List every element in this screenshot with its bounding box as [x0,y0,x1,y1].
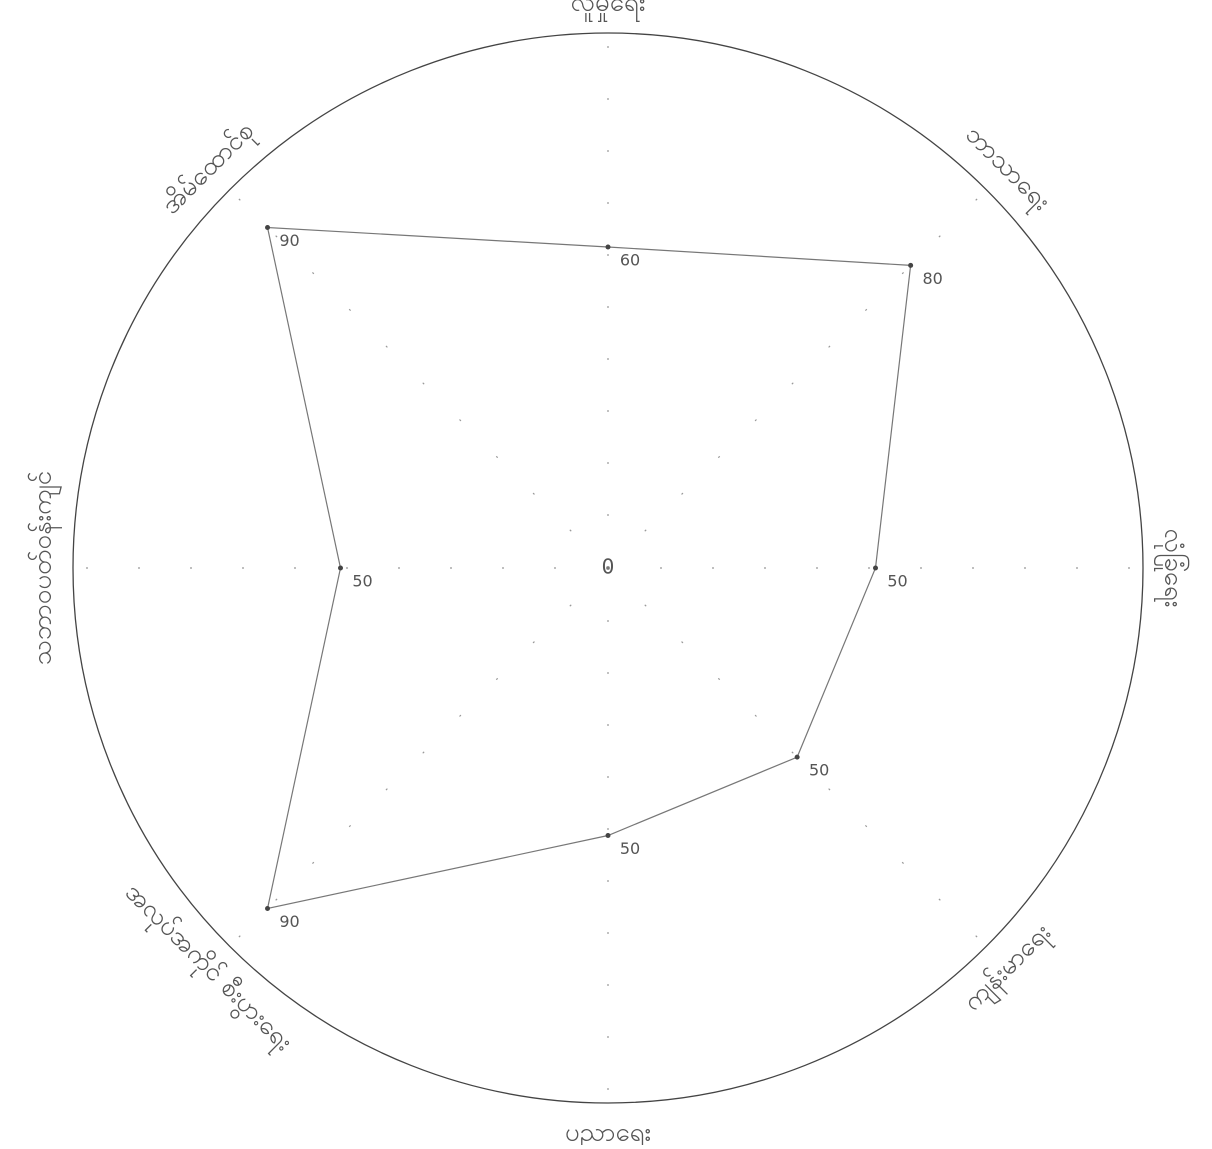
axis-label: ကျန်းမာရေး [957,917,1061,1021]
value-label: 90 [279,912,299,931]
spoke [608,190,986,568]
value-label: 50 [620,839,640,858]
radar-point [873,566,878,571]
value-label: 50 [352,572,372,591]
radar-point [795,755,800,760]
value-label: 80 [922,269,942,288]
value-label: 50 [887,572,907,591]
page: {"chart_data": {"type": "radar", "catego… [0,0,1212,1145]
spoke [230,568,608,946]
axis-label: အိမ်ထောင်စု [155,115,264,224]
value-label: 90 [279,231,299,250]
radar-point [606,833,611,838]
tick-label: 0 [602,555,615,579]
axis-label: ပညာရေး [565,1118,651,1146]
value-label: 50 [809,761,829,780]
radar-point [338,566,343,571]
radar-point [606,245,611,250]
axis-label: ဘာသာရေး [956,120,1057,221]
radar-point [265,906,270,911]
radar-line [268,228,911,909]
axis-label: အလုပ်အကိုင် စီးပွားရေး [115,877,299,1061]
axis-label: လူမှုရေး [571,0,646,23]
axis-label: လုံခြုံရေး [1154,528,1192,607]
chart: လူမှုရေးဘာသာရေးလုံခြုံရေးကျန်းမာရေးပညာရေ… [0,0,1212,1145]
radar-point [265,225,270,230]
value-label: 60 [620,251,640,270]
radar-point [908,263,913,268]
axis-label: သဘာဝပတ်ဝန်းကျင် [27,471,63,665]
